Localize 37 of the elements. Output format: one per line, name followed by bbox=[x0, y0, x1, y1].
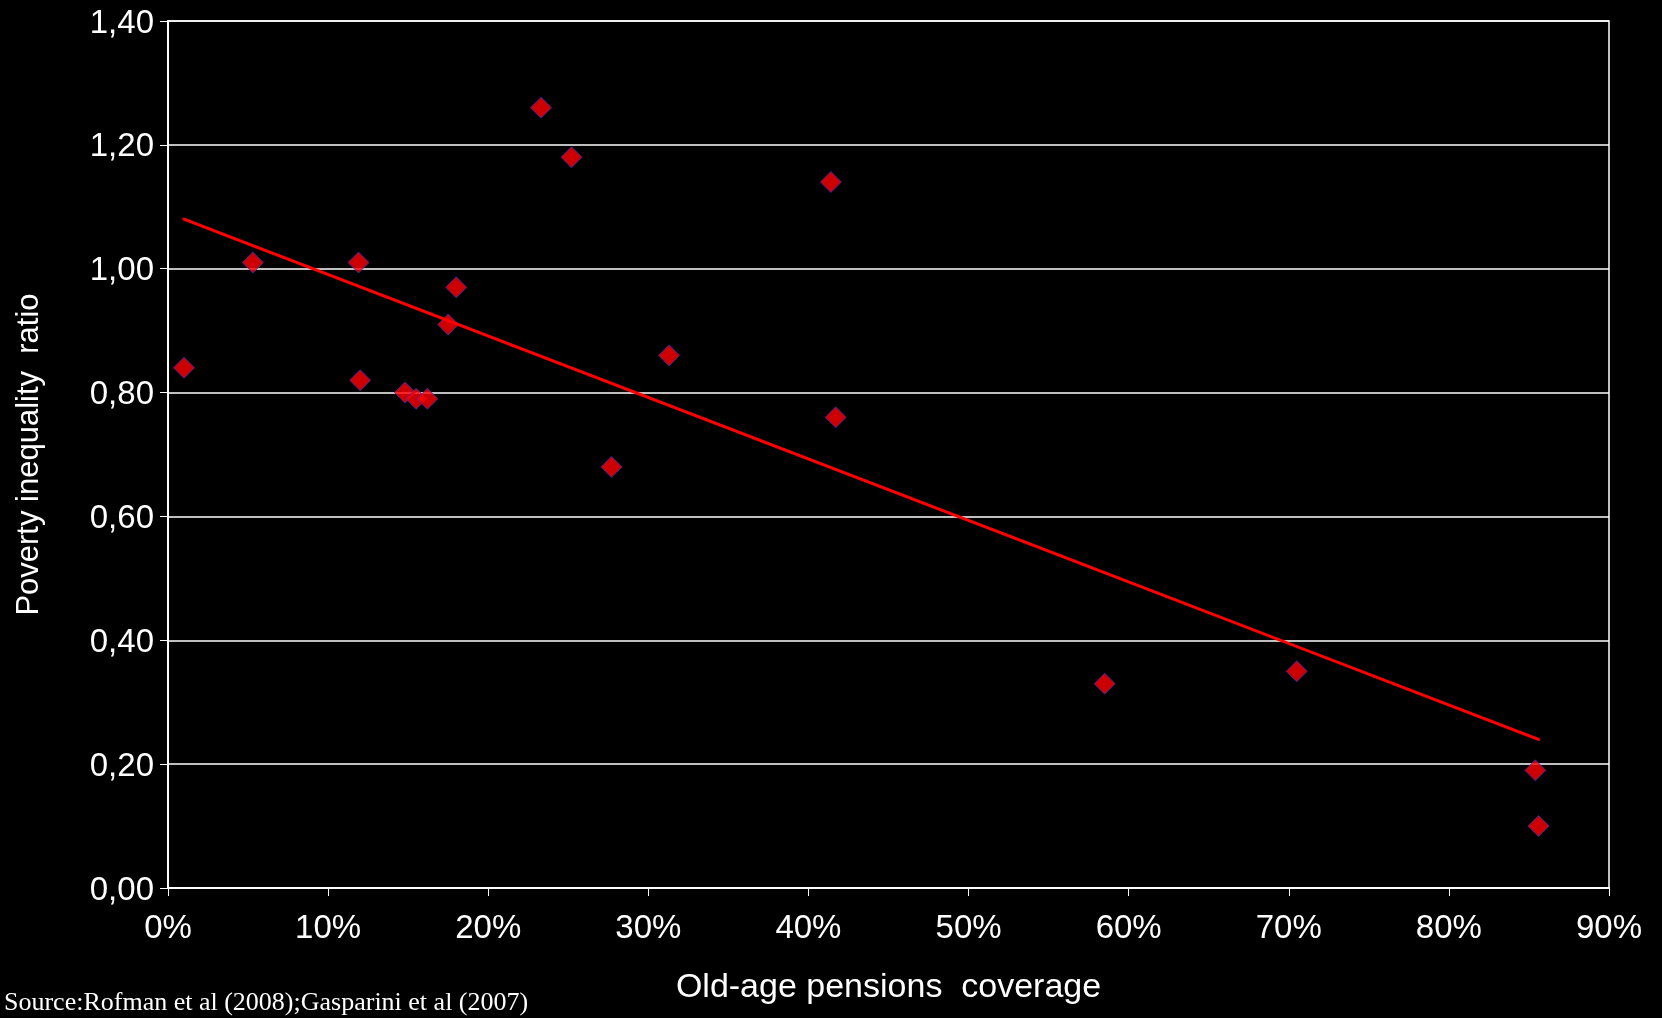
x-axis-title: Old-age pensions coverage bbox=[675, 966, 1102, 1004]
y-tick-label: 1,20 bbox=[89, 126, 154, 164]
y-tick-label: 1,40 bbox=[89, 2, 154, 40]
point bbox=[349, 369, 372, 392]
y-tick-label: 0,80 bbox=[89, 374, 154, 412]
y-tick-label: 0,40 bbox=[89, 621, 154, 659]
point bbox=[560, 146, 583, 169]
x-tick-label: 80% bbox=[1415, 908, 1482, 945]
point bbox=[1524, 759, 1547, 782]
point bbox=[173, 356, 196, 379]
x-tick-label: 20% bbox=[455, 908, 522, 945]
y-axis-title: Poverty inequality ratio bbox=[10, 293, 45, 616]
point bbox=[824, 406, 847, 429]
x-tick-label: 50% bbox=[935, 908, 1002, 945]
point bbox=[445, 276, 468, 299]
point bbox=[1527, 815, 1550, 838]
y-tick-label: 0,20 bbox=[89, 745, 154, 783]
x-tick-label: 30% bbox=[615, 908, 682, 945]
y-tick-label: 0,60 bbox=[89, 497, 154, 535]
x-tick-label: 70% bbox=[1255, 908, 1322, 945]
x-tick-label: 0% bbox=[144, 908, 192, 945]
x-tick-label: 60% bbox=[1095, 908, 1162, 945]
source-note: Source:Rofman et al (2008);Gasparini et al (2007) bbox=[4, 986, 529, 1016]
point bbox=[658, 344, 681, 367]
point bbox=[530, 96, 553, 119]
point bbox=[819, 171, 842, 194]
x-tick-label: 10% bbox=[295, 908, 362, 945]
y-tick-label: 0,00 bbox=[89, 869, 154, 907]
y-tick-label: 1,00 bbox=[89, 250, 154, 288]
point bbox=[241, 251, 264, 274]
point bbox=[1285, 660, 1308, 683]
point bbox=[600, 455, 623, 478]
point bbox=[347, 251, 370, 274]
x-tick-label: 40% bbox=[775, 908, 842, 945]
point bbox=[1093, 672, 1116, 695]
x-tick-label: 90% bbox=[1575, 908, 1643, 945]
point bbox=[416, 387, 439, 410]
